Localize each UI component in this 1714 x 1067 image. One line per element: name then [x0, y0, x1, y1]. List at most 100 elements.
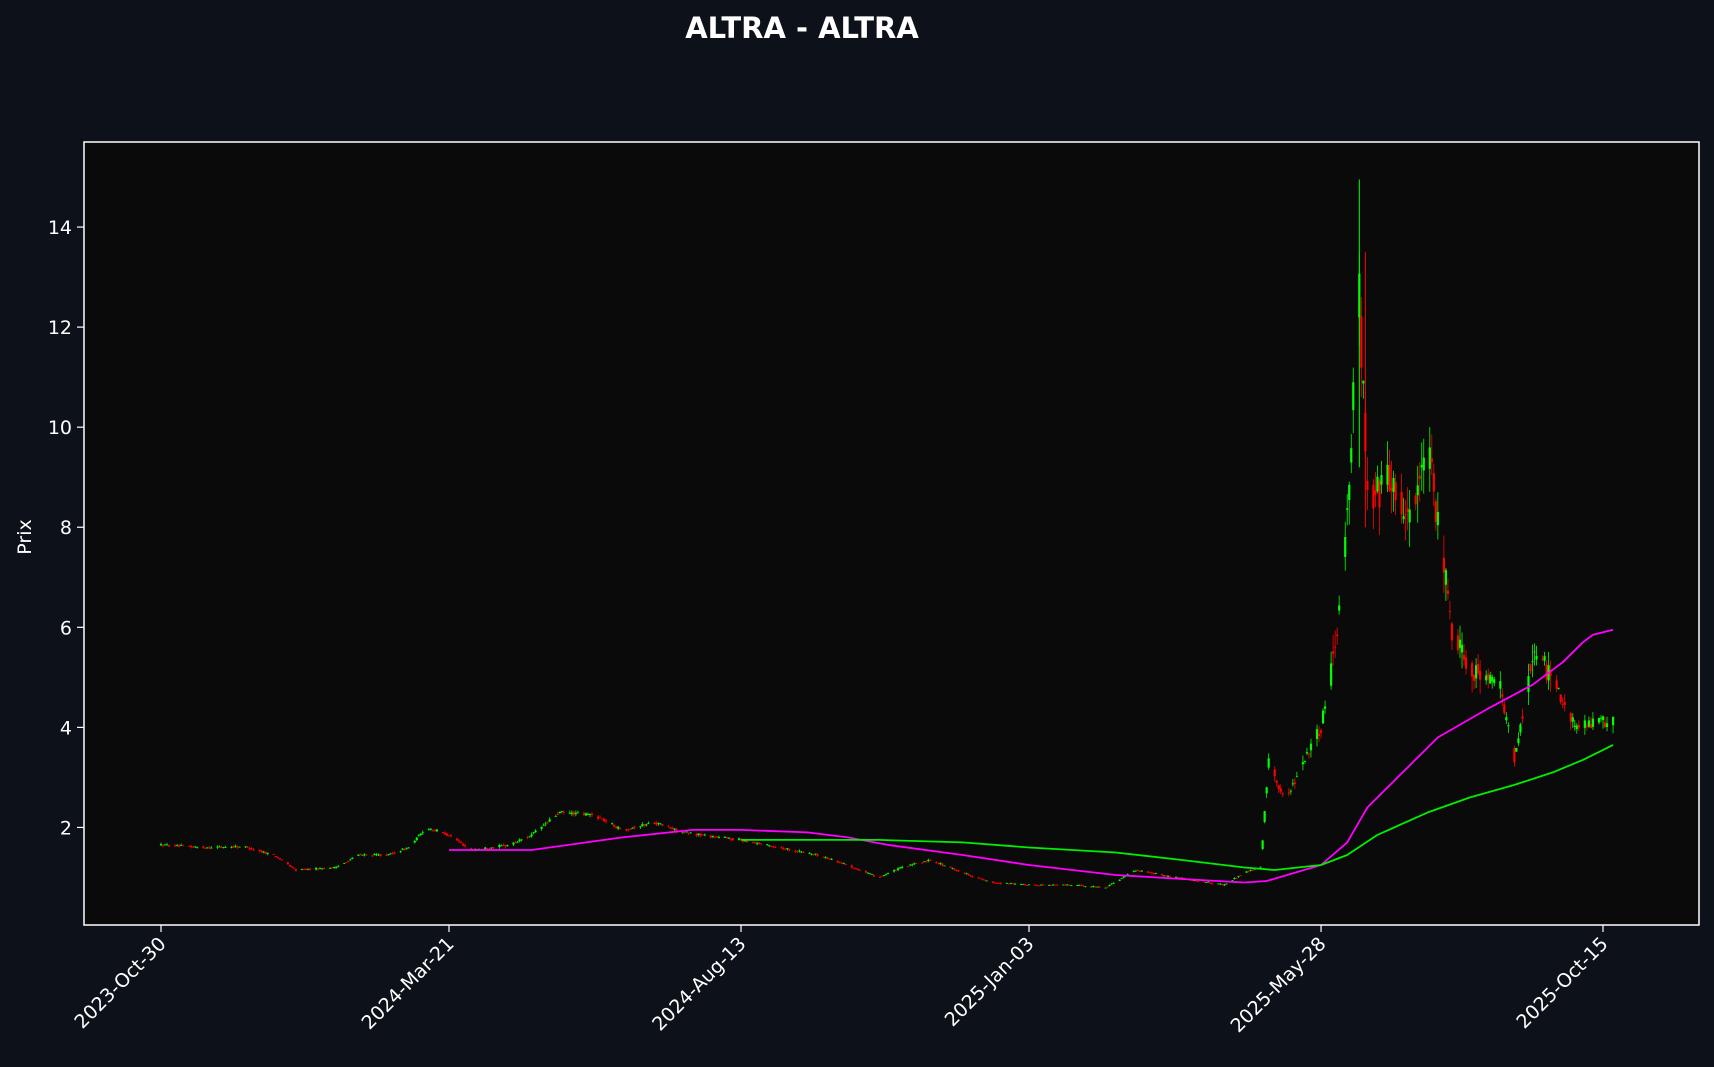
candle-body: [937, 863, 940, 865]
candle-body: [429, 828, 432, 830]
candle-body: [836, 860, 839, 863]
candle-body: [329, 867, 332, 869]
candle-body: [1251, 870, 1254, 872]
candle-body: [866, 872, 870, 874]
candle-body: [729, 838, 733, 840]
y-axis: 2 4 6 8 10 12 14: [48, 217, 84, 839]
candle-body: [1330, 663, 1333, 686]
candle-body: [1205, 882, 1208, 883]
candle-body: [600, 818, 604, 820]
candle-body: [816, 854, 819, 856]
candle-body: [683, 831, 686, 833]
candle-body: [264, 851, 267, 854]
candle-body: [294, 869, 298, 871]
candle-body: [1321, 710, 1325, 724]
candle-body: [699, 833, 702, 836]
moving-average-layer: [449, 628, 1614, 884]
candle-body: [717, 837, 720, 838]
candle-body: [1195, 880, 1198, 882]
candle-body: [389, 853, 392, 855]
candle-body: [560, 811, 563, 812]
candle-body: [1513, 748, 1516, 763]
candle-body: [413, 840, 416, 843]
candle-body: [1338, 605, 1341, 611]
candle-body: [901, 866, 904, 868]
candle-body: [349, 859, 352, 861]
candle-body: [250, 848, 253, 850]
candle-body: [1541, 658, 1544, 660]
candle-body: [1019, 884, 1023, 885]
candle-body: [911, 864, 914, 866]
candle-body: [756, 843, 759, 845]
candle-body: [1287, 792, 1290, 794]
candle-body: [1094, 886, 1097, 888]
candle-body: [1408, 509, 1411, 523]
candle-body: [208, 847, 211, 849]
candle-body: [300, 869, 304, 870]
candle-body: [484, 847, 487, 849]
candle-body: [343, 863, 346, 864]
candle-body: [1098, 886, 1101, 888]
candle-body: [1035, 885, 1039, 887]
candle-body: [182, 845, 185, 847]
candle-body: [627, 829, 630, 831]
candle-body: [546, 821, 549, 823]
candle-body: [1237, 876, 1240, 877]
candle-body: [1535, 655, 1538, 660]
candle-body: [870, 874, 874, 875]
candle-body: [800, 851, 803, 853]
candle-body: [1301, 762, 1305, 765]
candle-body: [1207, 881, 1210, 883]
candle-body: [1350, 448, 1353, 463]
candle-body: [1136, 870, 1139, 871]
candle-body: [768, 845, 771, 847]
candle-body: [645, 824, 648, 826]
candle-body: [842, 862, 845, 864]
candle-body: [236, 846, 239, 848]
candle-body: [1446, 590, 1450, 594]
candle-body: [407, 847, 410, 849]
candle-body: [953, 868, 956, 870]
candle-body: [715, 836, 718, 838]
candle-body: [274, 856, 277, 858]
candle-body: [687, 833, 690, 834]
candle-body: [258, 850, 261, 851]
candle-body: [554, 816, 557, 817]
candle-body: [1390, 488, 1393, 491]
candle-body: [967, 874, 970, 876]
candle-body: [202, 846, 205, 848]
candle-body: [1023, 884, 1027, 885]
candle-body: [1557, 687, 1560, 689]
candle-body: [178, 845, 181, 847]
candle-body: [1531, 661, 1534, 663]
candle-body: [673, 828, 676, 830]
candle-body: [361, 854, 364, 856]
candle-body: [604, 820, 608, 822]
candle-body: [574, 812, 577, 815]
candle-body: [1533, 651, 1536, 653]
candle-body: [808, 853, 811, 855]
candle-body: [727, 837, 731, 839]
candle-body: [540, 826, 543, 829]
candle-body: [455, 838, 459, 841]
candle-body: [617, 826, 620, 829]
candle-body: [1563, 701, 1566, 705]
candle-body: [204, 848, 207, 849]
candle-body: [470, 848, 473, 851]
candle-body: [1277, 785, 1280, 790]
candle-body: [830, 859, 833, 860]
candle-body: [1529, 664, 1532, 672]
candle-body: [1448, 611, 1452, 612]
candle-body: [923, 861, 926, 863]
candle-body: [302, 868, 306, 870]
candle-body: [611, 823, 614, 825]
candle-body: [1166, 875, 1170, 877]
candle-body: [447, 835, 451, 837]
candle-body: [306, 868, 310, 870]
candle-body: [391, 853, 394, 854]
candle-body: [822, 856, 825, 858]
candle-body: [812, 854, 815, 855]
candle-body: [858, 869, 861, 871]
candle-body: [1334, 646, 1337, 648]
